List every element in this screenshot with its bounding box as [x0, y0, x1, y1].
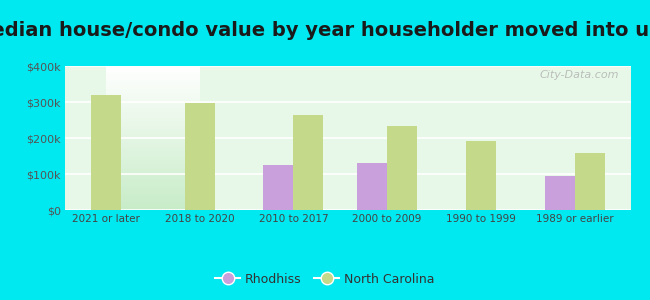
Bar: [357, 163, 387, 210]
Bar: [545, 176, 575, 210]
Bar: [293, 115, 323, 210]
Text: Median house/condo value by year householder moved into unit: Median house/condo value by year househo…: [0, 21, 650, 40]
Bar: [466, 140, 496, 210]
Bar: [575, 153, 604, 210]
Bar: [185, 103, 215, 210]
Legend: Rhodhiss, North Carolina: Rhodhiss, North Carolina: [210, 268, 440, 291]
Text: City-Data.com: City-Data.com: [540, 70, 619, 80]
Bar: [263, 165, 293, 210]
Bar: [91, 95, 121, 210]
Bar: [387, 127, 417, 210]
